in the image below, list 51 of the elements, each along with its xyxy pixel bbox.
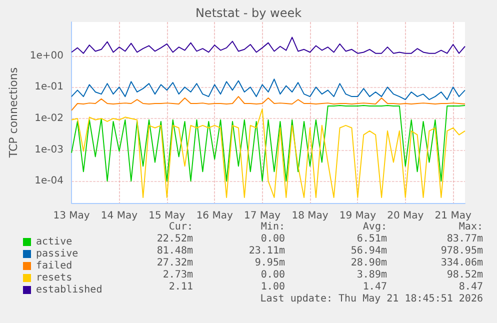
x-tick-label: 20 May	[387, 210, 424, 222]
text: 28.90m	[350, 258, 387, 268]
y-tick-label: 1e-02	[34, 112, 64, 124]
text: 0.00	[260, 270, 285, 280]
line-series	[71, 104, 466, 182]
text: 22.52m	[156, 234, 193, 244]
text: 27.32m	[156, 258, 193, 268]
text: 2.73m	[162, 270, 193, 280]
text: 1.47	[362, 282, 387, 292]
legend-label: resets	[36, 272, 72, 284]
legend-label: passive	[36, 248, 78, 260]
text: Min:	[260, 222, 285, 232]
text: Max:	[458, 222, 483, 232]
y-tick-label: 1e-04	[34, 176, 64, 187]
text: 98.52m	[446, 270, 483, 280]
x-tick-label: 13 May	[53, 210, 90, 222]
text: 978.95m	[440, 246, 483, 256]
text: Cur:	[168, 222, 193, 232]
x-tick-label: 14 May	[100, 210, 138, 222]
text: 0.00	[260, 234, 285, 244]
legend-label: active	[36, 236, 72, 248]
x-tick-label: 16 May	[196, 210, 233, 222]
y-tick-label: 1e+00	[30, 50, 64, 62]
line-series	[71, 96, 466, 111]
text: 3.89m	[356, 270, 387, 280]
text: 334.06m	[440, 258, 483, 268]
text: 8.47	[458, 282, 483, 292]
x-tick-label: 18 May	[292, 210, 328, 222]
text: 9.95m	[254, 258, 285, 268]
x-tick-label: 15 May	[148, 210, 186, 222]
text: 2.11	[168, 282, 193, 292]
chart-title: Netstat - by week	[195, 6, 302, 20]
text: 81.48m	[156, 246, 193, 256]
text: 23.11m	[248, 246, 285, 256]
line-series	[71, 108, 466, 198]
text: 83.77m	[446, 234, 483, 244]
text: 6.51m	[356, 234, 387, 244]
y-axis-title: TCP connections	[7, 67, 20, 159]
legend-label: failed	[36, 260, 72, 272]
text: Avg:	[362, 222, 387, 232]
line-series	[71, 78, 466, 100]
text: 56.94m	[350, 246, 387, 256]
x-tick-label: 19 May	[339, 210, 376, 222]
y-tick-label: 1e-01	[34, 82, 64, 93]
text: Last update: Thu May 21 18:45:51 2026	[260, 294, 483, 304]
x-tick-label: 17 May	[244, 210, 281, 222]
x-tick-label: 21 May	[434, 210, 472, 222]
line-series	[71, 36, 466, 54]
y-tick-label: 1e-03	[34, 144, 64, 156]
legend-label: established	[36, 284, 102, 296]
text: 1.00	[260, 282, 285, 292]
